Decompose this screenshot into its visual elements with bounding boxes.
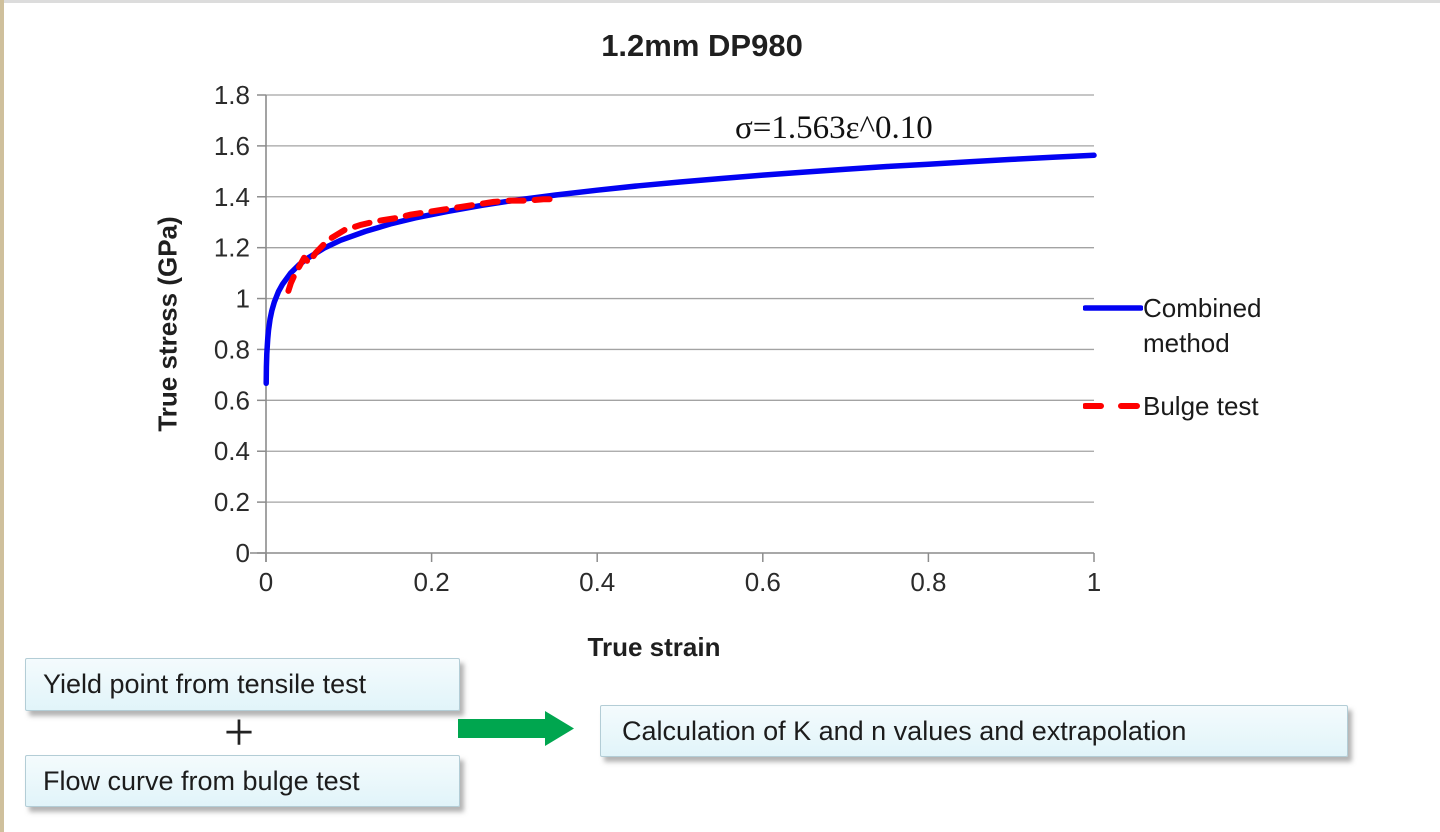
x-tick-label: 0.4 [579,567,615,597]
series-combined-method [263,152,1097,387]
y-tick-label: 1.4 [214,182,250,212]
yield-point-box-label: Yield point from tensile test [43,669,367,699]
legend-item-bulge-test: Bulge test [1083,389,1293,424]
calculation-box-label: Calculation of K and n values and extrap… [622,715,1187,746]
chart-title: 1.2mm DP980 [601,28,803,63]
slide-top-edge-decor [0,0,1440,3]
y-tick-label: 1.8 [214,80,250,110]
x-tick-label: 1 [1087,567,1101,597]
x-tick-label: 0 [259,567,273,597]
yield-point-box: Yield point from tensile test [25,658,460,711]
legend-label-bulge-test: Bulge test [1143,391,1259,421]
legend-label-combined-method: Combined method [1143,293,1262,358]
calculation-box: Calculation of K and n values and extrap… [600,705,1348,757]
flow-curve-box: Flow curve from bulge test [25,755,460,807]
y-tick-label: 1.6 [214,131,250,161]
plus-sign: + [223,702,255,762]
series-bulge-test [285,196,558,294]
legend-item-combined-method: Combined method [1083,291,1293,361]
flow-curve-box-label: Flow curve from bulge test [43,765,360,796]
y-tick-label: 0.6 [214,385,250,415]
x-tick-label: 0.2 [414,567,450,597]
y-tick-label: 0.4 [214,436,250,466]
y-tick-label: 1.2 [214,233,250,263]
x-tick-label: 0.8 [910,567,946,597]
chart-legend: Combined method Bulge test [1083,291,1293,424]
y-tick-label: 0 [236,538,250,568]
slide-left-edge-decor [0,0,4,832]
x-axis-title: True strain [587,632,721,662]
y-tick-label: 1 [236,284,250,314]
y-tick-label: 0.2 [214,487,250,517]
x-tick-label: 0.6 [745,567,781,597]
bulge-test-dash-icon [1083,403,1143,409]
y-tick-label: 0.8 [214,334,250,364]
equation-label: σ=1.563ε^0.10 [735,110,933,146]
combined-method-line-icon [1083,305,1143,311]
y-axis-title: True stress (GPa) [152,216,183,432]
arrow-right-icon [458,711,574,746]
